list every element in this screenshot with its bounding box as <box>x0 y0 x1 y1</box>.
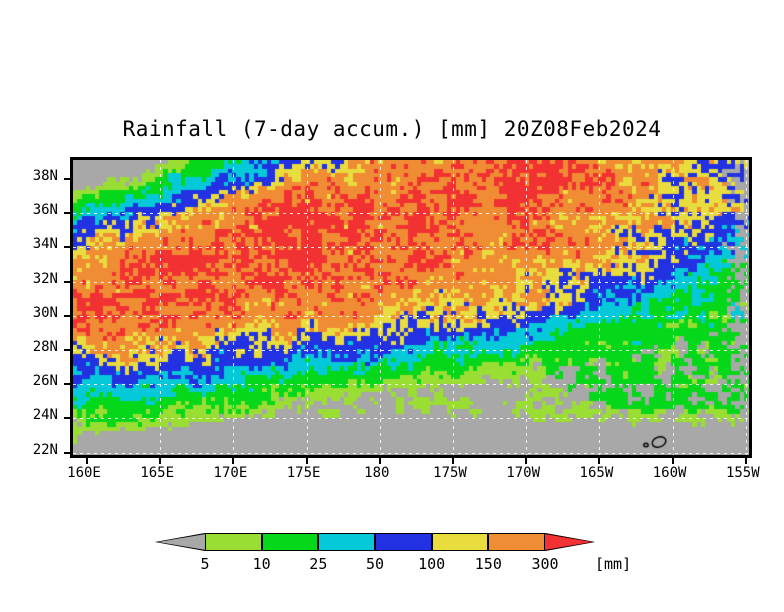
y-tick <box>64 383 73 386</box>
x-axis-label: 160W <box>652 465 687 481</box>
y-axis-label: 34N <box>32 236 58 253</box>
gridline-horizontal <box>73 384 749 386</box>
gridline-vertical <box>306 160 308 455</box>
y-axis-label: 24N <box>32 407 58 424</box>
y-tick <box>64 314 73 317</box>
x-axis-label: 155W <box>725 465 760 481</box>
gridline-vertical <box>745 160 747 455</box>
gridline-horizontal <box>73 418 749 420</box>
colorbar-segment-under-min <box>155 533 205 551</box>
colorbar-tick-label: 300 <box>531 555 559 573</box>
x-tick <box>744 455 747 464</box>
gridline-vertical <box>599 160 601 455</box>
colorbar-segment-5-10 <box>205 533 262 551</box>
x-axis-label: 180 <box>364 465 390 481</box>
y-tick <box>64 349 73 351</box>
colorbar-tick-label: 50 <box>365 555 385 573</box>
x-tick <box>232 455 235 464</box>
map-clip <box>73 160 749 455</box>
gridline-horizontal <box>73 452 749 454</box>
y-tick <box>64 417 73 420</box>
rainfall-raster <box>73 160 749 455</box>
x-axis-label: 160E <box>67 465 101 481</box>
gridline-horizontal <box>73 247 749 249</box>
y-axis-label: 32N <box>32 270 58 287</box>
colorbar-segment-25-50 <box>318 533 375 551</box>
x-tick <box>305 455 308 464</box>
y-tick <box>64 212 73 215</box>
x-tick <box>452 455 454 464</box>
x-axis-label: 170E <box>213 465 248 481</box>
gridline-vertical <box>160 160 162 455</box>
y-axis-label: 36N <box>32 202 58 219</box>
colorbar-tick-label: 150 <box>474 555 502 573</box>
y-axis-label: 38N <box>32 168 58 184</box>
x-axis-label: 170W <box>506 465 541 481</box>
gridline-horizontal <box>73 213 749 215</box>
gridline-vertical <box>453 160 454 455</box>
y-tick <box>64 451 73 454</box>
gridline-horizontal <box>73 315 749 317</box>
colorbar-segment-100-150 <box>431 533 489 551</box>
y-axis-label: 28N <box>32 339 58 355</box>
x-axis-label: 165E <box>140 465 175 481</box>
colorbar-segment-150-300 <box>488 533 545 551</box>
colorbar: 5 10 25 50 100 150 300 [mm] <box>155 528 655 574</box>
x-tick <box>159 455 162 464</box>
colorbar-tick-label: 5 <box>200 555 210 573</box>
colorbar-segment-over-max <box>545 533 595 551</box>
x-axis-label: 165W <box>579 465 614 481</box>
y-tick <box>64 246 73 249</box>
x-tick <box>86 455 88 464</box>
gridline-horizontal <box>73 350 749 351</box>
gridline-vertical <box>233 160 235 455</box>
x-axis-label: 175E <box>286 465 321 481</box>
colorbar-segment-50-100 <box>375 533 432 551</box>
map-plot-area <box>64 157 752 464</box>
gridline-vertical <box>526 160 528 455</box>
gridline-vertical <box>379 160 381 455</box>
colorbar-tick-label: 25 <box>309 555 328 573</box>
colorbar-tick-label: 10 <box>252 555 271 573</box>
y-axis-label: 30N <box>32 304 58 321</box>
x-tick <box>598 455 601 464</box>
y-tick <box>64 280 73 283</box>
y-axis-label: 26N <box>32 373 58 390</box>
x-tick <box>378 455 381 464</box>
y-axis-label: 22N <box>32 441 58 458</box>
gridline-horizontal <box>73 281 749 283</box>
page-title: Rainfall (7-day accum.) [mm] 20Z08Feb202… <box>122 117 662 141</box>
x-tick <box>525 455 528 464</box>
x-tick <box>671 455 674 464</box>
y-tick <box>64 178 73 180</box>
x-axis-label: 175W <box>433 465 467 481</box>
colorbar-unit-label: [mm] <box>595 555 632 573</box>
colorbar-tick-label: 100 <box>418 555 446 573</box>
colorbar-segment-10-25 <box>261 533 319 551</box>
gridline-vertical <box>672 160 674 455</box>
